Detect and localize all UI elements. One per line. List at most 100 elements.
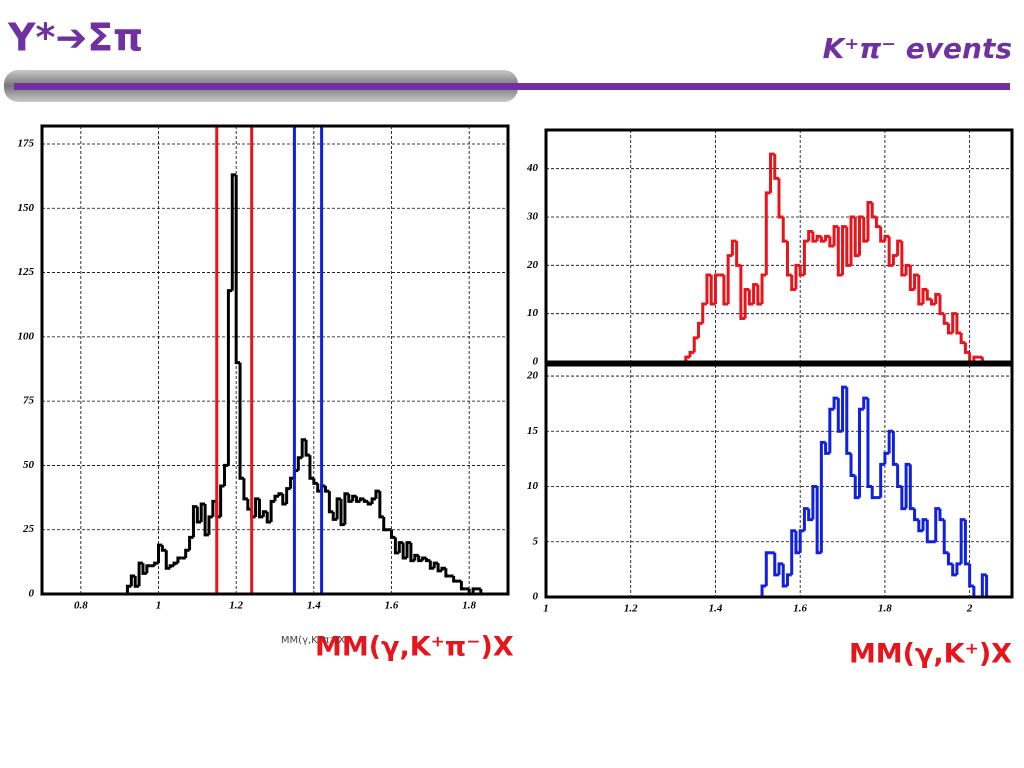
plot-frame (40, 124, 510, 596)
slide-title: Y*➔Σπ (7, 16, 143, 60)
histogram-step (773, 154, 779, 180)
y-tick-label: 75 (23, 395, 35, 407)
histogram-step (692, 336, 699, 353)
header-rule (14, 83, 1010, 90)
histogram-step (802, 507, 809, 531)
histogram-step (862, 217, 868, 243)
histogram-step (879, 226, 885, 243)
histogram-step (942, 313, 949, 325)
y-tick-label: 15 (527, 425, 539, 437)
histogram-step (785, 241, 792, 277)
x-tick-label: 1.2 (624, 603, 638, 615)
histogram-step (938, 508, 945, 522)
x-tick-label: 2 (966, 603, 973, 615)
histogram-step (934, 507, 940, 542)
histogram-step (726, 254, 733, 304)
histogram-step (362, 498, 369, 503)
histogram-step (269, 499, 275, 522)
histogram-step (688, 350, 695, 358)
histogram-step (955, 313, 962, 335)
histogram-step (815, 234, 822, 242)
histogram-step (471, 587, 477, 594)
histogram-step (141, 563, 147, 575)
histogram-step (273, 494, 279, 502)
histogram-step (853, 217, 860, 258)
histogram-step (164, 550, 171, 570)
histogram-step (934, 292, 940, 304)
plot-frame (544, 128, 1014, 364)
histogram-step (296, 456, 303, 471)
histogram-step (312, 478, 318, 485)
histogram-step (785, 573, 792, 586)
histogram-step (938, 294, 945, 316)
histogram-step (963, 342, 970, 354)
histogram-step (188, 535, 194, 551)
histogram-step (133, 576, 140, 588)
histogram-step (777, 178, 784, 219)
histogram-step (444, 568, 450, 578)
histogram-step (304, 439, 310, 457)
histogram-step (308, 455, 314, 480)
histogram-step (331, 511, 338, 521)
histogram-step (904, 263, 911, 275)
histogram-step (358, 497, 365, 502)
histogram-step (424, 558, 431, 563)
y-tick-label: 25 (22, 523, 35, 535)
histogram-step (942, 519, 949, 555)
y-tick-label: 100 (18, 330, 35, 342)
histogram-step (968, 563, 974, 588)
histogram-step (153, 561, 159, 566)
histogram-step (951, 563, 957, 577)
histogram-step (913, 508, 919, 522)
histogram-step (335, 497, 342, 520)
histogram-step (261, 510, 268, 517)
histogram-step (773, 552, 779, 577)
histogram-step (168, 564, 175, 569)
histogram-step (285, 487, 291, 504)
histogram-step (883, 234, 890, 242)
histogram-step (959, 333, 966, 345)
y-tick-label: 20 (526, 370, 539, 382)
histogram-step (176, 556, 182, 564)
y-tick-label: 30 (526, 211, 539, 223)
histogram-step (277, 492, 283, 497)
histogram-step (207, 515, 213, 535)
x-axis-label: MM(γ,K⁺π⁻)X (281, 635, 345, 646)
histogram-step (985, 574, 991, 599)
histogram-step (845, 387, 852, 455)
y-tick-label: 5 (533, 535, 539, 547)
x-tick-label: 1.4 (709, 603, 723, 615)
histogram-step (459, 581, 466, 591)
histogram-step (908, 464, 915, 511)
y-tick-label: 125 (18, 266, 35, 278)
histogram-step (226, 289, 233, 466)
histogram-step (857, 407, 864, 498)
histogram-step (896, 464, 902, 489)
histogram-step (697, 321, 703, 338)
histogram-step (234, 174, 241, 365)
histogram-step (777, 562, 784, 575)
histogram-step (191, 505, 198, 538)
histogram-step (815, 486, 822, 555)
histogram-step (972, 585, 979, 599)
x-tick-label: 1.6 (793, 603, 807, 615)
histogram-step (841, 385, 847, 432)
y-tick-label: 50 (23, 459, 35, 471)
histogram-step (870, 202, 877, 219)
histogram-step (300, 438, 307, 458)
x-tick-label: 1.2 (229, 600, 243, 612)
histogram-step (397, 541, 404, 553)
histogram-step (735, 241, 741, 267)
histogram-step (223, 463, 229, 486)
histogram-step (145, 564, 151, 574)
histogram-step (925, 289, 932, 301)
y-tick-label: 150 (18, 202, 35, 214)
histogram-step (807, 508, 813, 522)
histogram-step (760, 273, 767, 304)
histogram-step (824, 442, 830, 455)
histogram-step (390, 529, 396, 539)
histogram-step (184, 548, 190, 558)
histogram-step (790, 529, 796, 575)
histogram-step (925, 519, 932, 544)
